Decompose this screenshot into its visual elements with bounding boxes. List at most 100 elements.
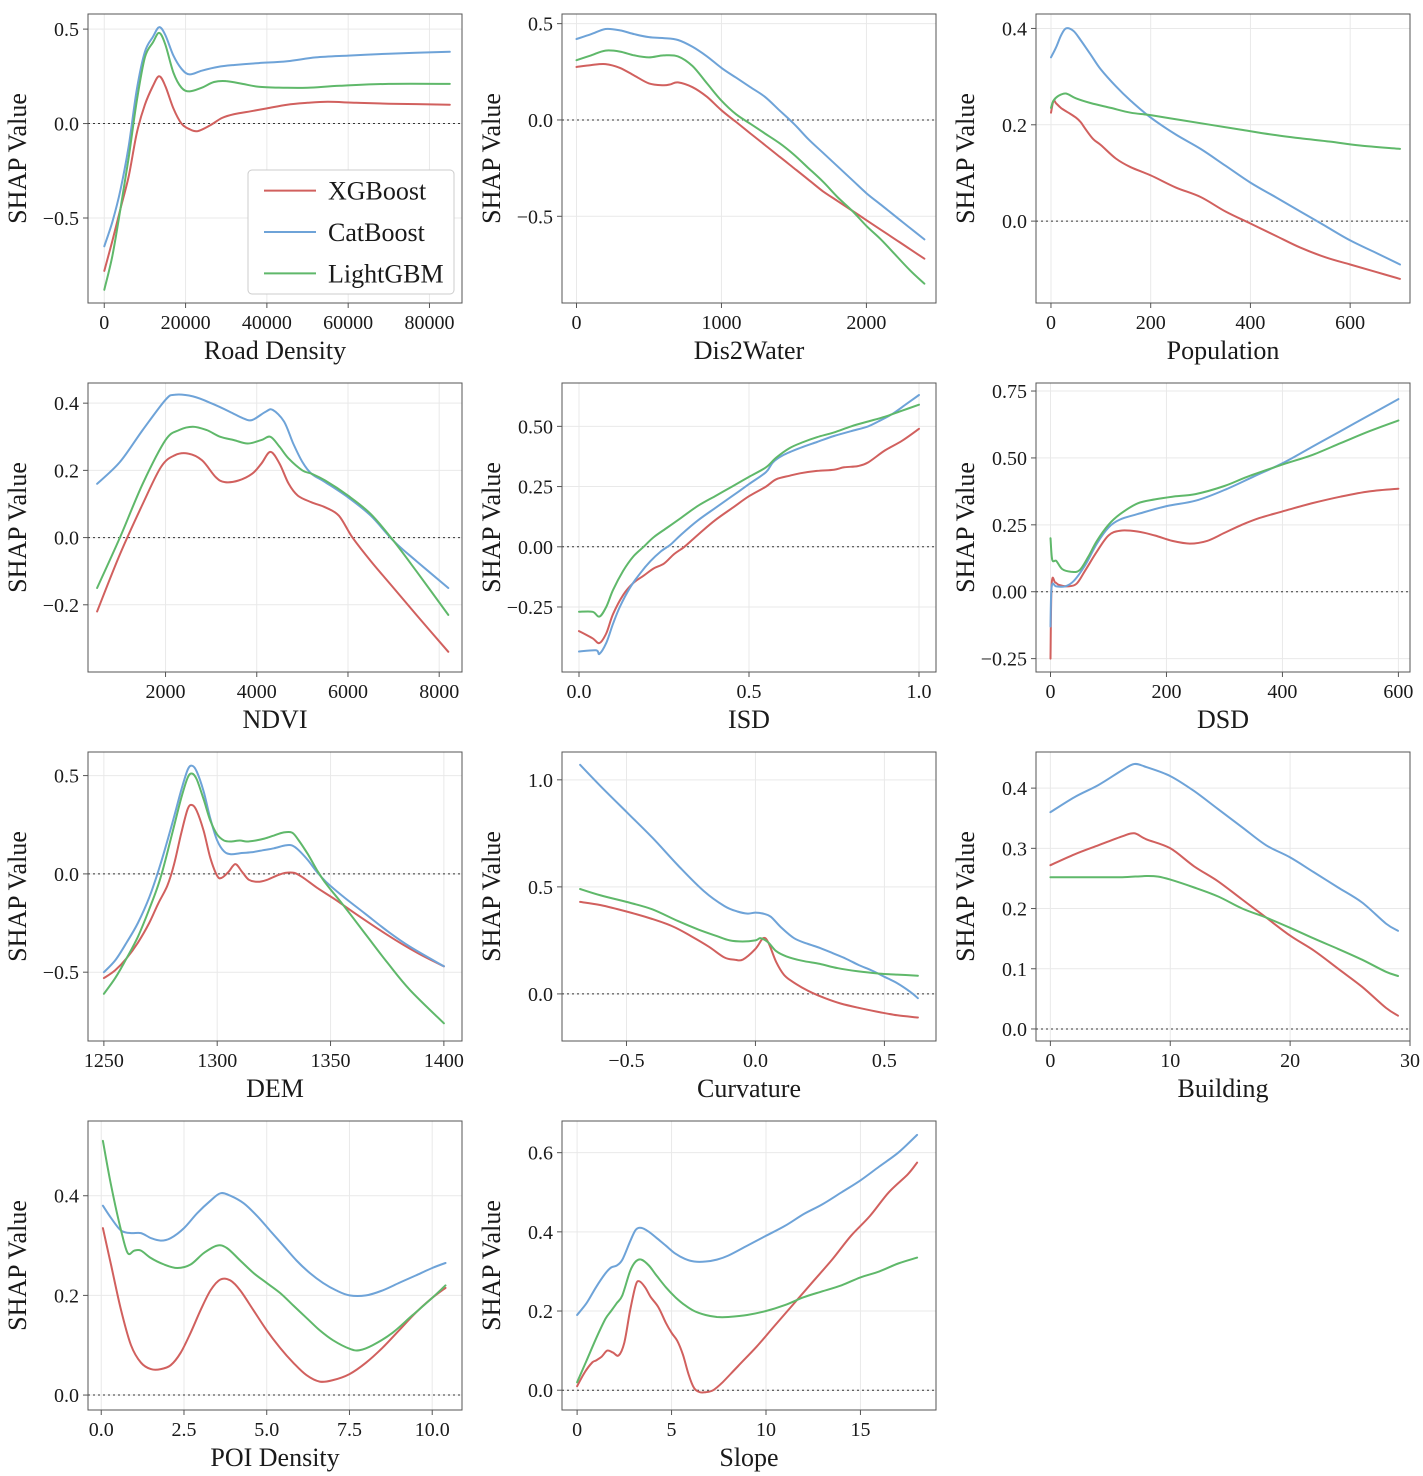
series-line-lightgbm: [96, 425, 450, 616]
subplot-cell-dem: 1250 1300 1350 1400 0.5 0.0 −0.5 DEM SHAP Value: [0, 738, 474, 1107]
subplot-cell-curvature: −0.5 0.0 0.5 1.0 0.5 0.0 Curvature SHAP Value: [474, 738, 948, 1107]
empty-cell: [948, 1107, 1422, 1476]
y-tick-label: 0.00: [518, 537, 553, 559]
x-tick-label: 2.5: [171, 1419, 196, 1441]
x-tick-label: 0: [1045, 681, 1055, 703]
legend-item-catboost: CatBoost: [264, 218, 426, 247]
y-tick-label: 0.4: [54, 393, 79, 415]
axes-box: [1035, 13, 1411, 304]
x-tick-label: 7.5: [337, 1419, 362, 1441]
y-tick-label: 0.0: [54, 114, 79, 136]
series-line-xgboost: [1050, 99, 1401, 280]
y-tick-label: 0.1: [1002, 959, 1027, 981]
subplot-cell-population: 0 200 400 600 0.4 0.2 0.0 Population SHAP Value: [948, 0, 1422, 369]
subplot-cell-building: 0 10 20 30 0.4 0.3 0.2 0.1 0.0 Building SHAP Value: [948, 738, 1422, 1107]
x-tick-label: 10: [756, 1419, 776, 1441]
series-line-lightgbm: [102, 772, 445, 1025]
series-line-lightgbm: [1049, 874, 1399, 977]
x-tick-label: 0: [1046, 312, 1056, 334]
x-tick-label: 20000: [161, 312, 211, 334]
axes-box: [87, 382, 463, 673]
series-line-lightgbm: [575, 49, 926, 285]
series-line-catboost: [1049, 398, 1400, 628]
y-tick-label: 0.2: [1002, 899, 1027, 921]
y-tick-label: 0.00: [992, 582, 1027, 604]
series-line-catboost: [575, 27, 926, 241]
x-axis-label: Population: [1167, 336, 1280, 365]
y-tick-label: −0.5: [517, 206, 553, 228]
x-tick-label: −0.5: [608, 1050, 644, 1072]
subplot-isd: 0.0 0.5 1.0 0.50 0.25 0.00 −0.25 ISD SHAP Value: [477, 382, 937, 734]
series-line-lightgbm: [1049, 419, 1400, 574]
subplot-cell-dis2water: 0 1000 2000 0.5 0.0 −0.5 Dis2Water SHAP Value: [474, 0, 948, 369]
axes-box: [1035, 751, 1411, 1042]
y-axis-label: SHAP Value: [3, 462, 32, 593]
x-tick-label: 0.5: [872, 1050, 897, 1072]
x-tick-label: 0.5: [737, 681, 762, 703]
subplot-road-density: 0 20000 40000 60000 80000 0.5 0.0 −0.5 Road Dens…: [3, 13, 463, 365]
x-tick-label: 400: [1267, 681, 1297, 703]
subplot-cell-ndvi: 2000 4000 6000 8000 0.4 0.2 0.0 −0.2 NDVI SHAP Va…: [0, 369, 474, 738]
series-line-lightgbm: [101, 1139, 447, 1352]
axes-box: [1035, 382, 1411, 673]
y-tick-label: 0.4: [54, 1186, 79, 1208]
series-line-xgboost: [101, 1227, 447, 1383]
y-axis-label: SHAP Value: [951, 93, 980, 224]
x-tick-label: 1000: [701, 312, 741, 334]
y-tick-label: 0.2: [1002, 115, 1027, 137]
y-tick-label: 0.5: [528, 14, 553, 36]
x-tick-label: 4000: [237, 681, 277, 703]
axes-box: [87, 1120, 463, 1411]
x-tick-label: 10: [1160, 1050, 1180, 1072]
subplot-cell-slope: 0 5 10 15 0.6 0.4 0.2 0.0 Slope SHAP Value: [474, 1107, 948, 1476]
axes-box: [561, 751, 937, 1042]
y-tick-label: 0.50: [992, 448, 1027, 470]
x-tick-label: 2000: [146, 681, 186, 703]
legend-item-xgboost: XGBoost: [264, 177, 427, 206]
series-line-xgboost: [103, 75, 451, 272]
legend-item-lightgbm: LightGBM: [264, 259, 444, 288]
series-line-lightgbm: [103, 31, 451, 291]
y-axis-label: SHAP Value: [477, 93, 506, 224]
subplot-dsd: 0 200 400 600 0.75 0.50 0.25 0.00 −0.25 DSD SHAP V…: [951, 381, 1413, 734]
series-line-lightgbm: [576, 1256, 919, 1384]
subplot-cell-road-density: 0 20000 40000 60000 80000 0.5 0.0 −0.5 Road Dens…: [0, 0, 474, 369]
y-tick-label: 0.25: [518, 477, 553, 499]
x-tick-label: 80000: [404, 312, 454, 334]
y-tick-label: 0.0: [528, 1380, 553, 1402]
y-tick-label: 0.4: [1002, 778, 1027, 800]
series-line-catboost: [579, 763, 919, 1000]
x-tick-label: 20: [1280, 1050, 1300, 1072]
series-line-catboost: [1050, 27, 1401, 266]
x-tick-label: 0.0: [89, 1419, 114, 1441]
legend-box: [247, 169, 455, 295]
series-line-catboost: [103, 26, 451, 248]
x-axis-label: NDVI: [243, 705, 308, 734]
series-line-xgboost: [576, 1161, 919, 1394]
axes-box: [87, 751, 463, 1042]
legend: XGBoost CatBoost LightGBM: [247, 169, 455, 295]
x-tick-label: 2000: [846, 312, 886, 334]
y-axis-label: SHAP Value: [3, 93, 32, 224]
series-line-xgboost: [575, 62, 926, 260]
subplot-cell-isd: 0.0 0.5 1.0 0.50 0.25 0.00 −0.25 ISD SHAP Value: [474, 369, 948, 738]
x-tick-label: 30: [1400, 1050, 1420, 1072]
y-axis-label: SHAP Value: [3, 1200, 32, 1331]
series-line-lightgbm: [1050, 92, 1401, 150]
axes-box: [87, 13, 463, 304]
x-axis-label: Slope: [719, 1443, 778, 1472]
x-tick-label: 200: [1151, 681, 1181, 703]
series-line-catboost: [578, 394, 920, 656]
y-tick-label: 0.6: [528, 1143, 553, 1165]
y-axis-label: SHAP Value: [951, 462, 980, 593]
y-tick-label: −0.25: [507, 597, 553, 619]
subplot-poi-density: 0.0 2.5 5.0 7.5 10.0 0.4 0.2 0.0 POI Density SHAP…: [3, 1120, 463, 1472]
series-line-xgboost: [96, 450, 450, 653]
series-line-xgboost: [1049, 487, 1400, 660]
x-tick-label: 5.0: [254, 1419, 279, 1441]
series-line-catboost: [102, 764, 445, 974]
series-line-xgboost: [578, 427, 920, 645]
y-tick-label: −0.5: [43, 208, 79, 230]
x-tick-label: 15: [850, 1419, 870, 1441]
